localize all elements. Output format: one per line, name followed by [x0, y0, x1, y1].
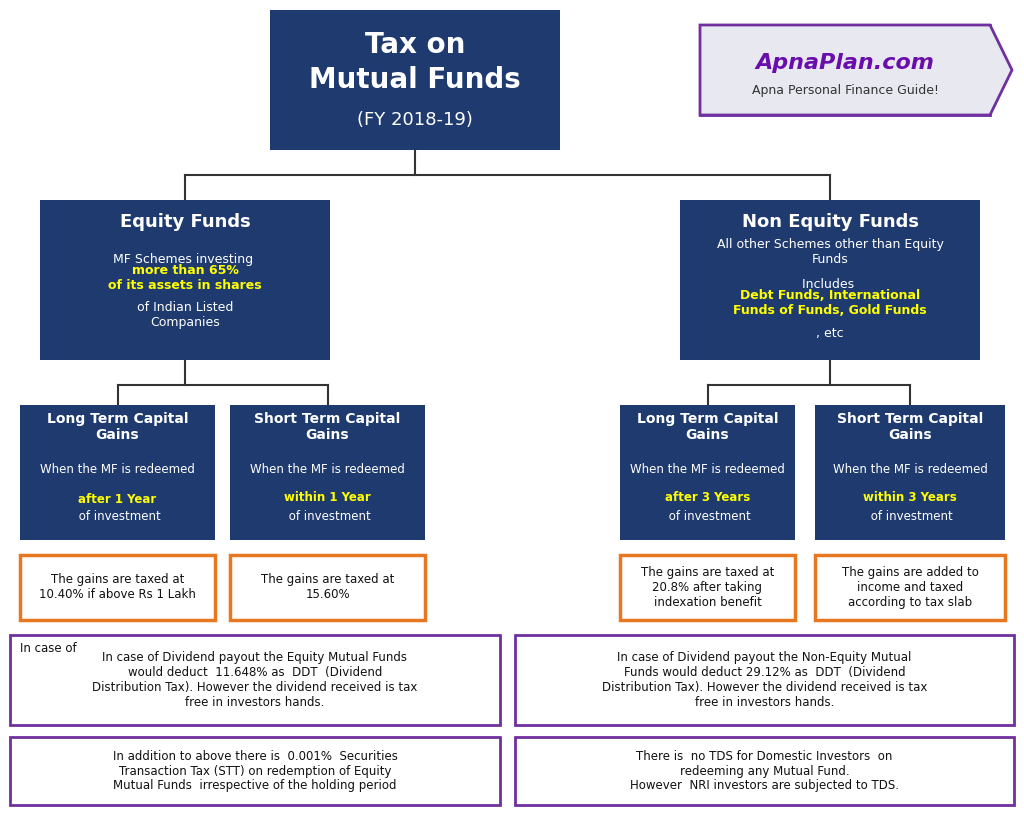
Bar: [20, 555, 215, 620]
Bar: [515, 737, 1014, 805]
Text: Equity Funds: Equity Funds: [120, 213, 251, 231]
Text: ApnaPlan.com: ApnaPlan.com: [756, 53, 935, 73]
Text: Long Term Capital
Gains: Long Term Capital Gains: [637, 412, 778, 442]
Text: The gains are taxed at
10.40% if above Rs 1 Lakh: The gains are taxed at 10.40% if above R…: [39, 574, 196, 601]
Text: of investment: of investment: [867, 510, 953, 523]
Bar: [20, 405, 215, 540]
Text: Non Equity Funds: Non Equity Funds: [741, 213, 919, 231]
Text: of investment: of investment: [285, 510, 371, 523]
Text: In case of Dividend payout the Non-Equity Mutual
Funds would deduct 29.12% as  D: In case of Dividend payout the Non-Equit…: [602, 651, 927, 709]
Bar: [230, 405, 425, 540]
Bar: [10, 635, 500, 725]
Text: In case of: In case of: [20, 642, 80, 655]
Text: within 1 Year: within 1 Year: [284, 491, 371, 504]
Text: Includes: Includes: [802, 279, 858, 292]
Bar: [230, 555, 425, 620]
Text: Short Term Capital
Gains: Short Term Capital Gains: [254, 412, 400, 442]
Text: All other Schemes other than Equity
Funds: All other Schemes other than Equity Fund…: [717, 238, 943, 266]
Text: In addition to above there is  0.001%  Securities
Transaction Tax (STT) on redem: In addition to above there is 0.001% Sec…: [113, 750, 397, 792]
Bar: [700, 25, 990, 115]
Text: of Indian Listed
Companies: of Indian Listed Companies: [137, 301, 233, 329]
Text: Tax on: Tax on: [365, 31, 465, 59]
Bar: [515, 635, 1014, 725]
Text: There is  no TDS for Domestic Investors  on
redeeming any Mutual Fund.
However  : There is no TDS for Domestic Investors o…: [630, 750, 899, 792]
Bar: [815, 555, 1005, 620]
Text: , etc: , etc: [816, 327, 844, 340]
Bar: [680, 200, 980, 360]
Text: Debt Funds, International
Funds of Funds, Gold Funds: Debt Funds, International Funds of Funds…: [733, 289, 927, 317]
Text: The gains are added to
income and taxed
according to tax slab: The gains are added to income and taxed …: [842, 566, 979, 609]
Text: of investment: of investment: [665, 510, 751, 523]
Text: Mutual Funds: Mutual Funds: [309, 66, 521, 94]
Text: (FY 2018-19): (FY 2018-19): [357, 111, 473, 129]
Text: When the MF is redeemed: When the MF is redeemed: [40, 463, 195, 491]
Text: In case of Dividend payout the Equity Mutual Funds
would deduct  11.648% as  DDT: In case of Dividend payout the Equity Mu…: [92, 651, 418, 709]
Text: When the MF is redeemed: When the MF is redeemed: [250, 463, 404, 491]
Text: more than 65%
of its assets in shares: more than 65% of its assets in shares: [109, 264, 262, 292]
Text: The gains are taxed at
15.60%: The gains are taxed at 15.60%: [261, 574, 394, 601]
Bar: [40, 200, 330, 360]
Bar: [815, 405, 1005, 540]
Text: Apna Personal Finance Guide!: Apna Personal Finance Guide!: [752, 83, 939, 96]
Text: When the MF is redeemed: When the MF is redeemed: [630, 463, 785, 491]
Text: When the MF is redeemed: When the MF is redeemed: [833, 463, 987, 491]
Bar: [620, 405, 795, 540]
Text: after 1 Year: after 1 Year: [79, 492, 157, 505]
Text: The gains are taxed at
20.8% after taking
indexation benefit: The gains are taxed at 20.8% after takin…: [641, 566, 774, 609]
Bar: [270, 10, 560, 150]
Text: Long Term Capital
Gains: Long Term Capital Gains: [47, 412, 188, 442]
Bar: [620, 555, 795, 620]
Text: MF Schemes investing: MF Schemes investing: [113, 253, 257, 267]
Polygon shape: [700, 25, 1012, 115]
Text: of investment: of investment: [75, 510, 161, 523]
Text: within 3 Years: within 3 Years: [863, 491, 956, 504]
Text: Short Term Capital
Gains: Short Term Capital Gains: [837, 412, 983, 442]
Bar: [10, 737, 500, 805]
Text: after 3 Years: after 3 Years: [665, 491, 751, 504]
